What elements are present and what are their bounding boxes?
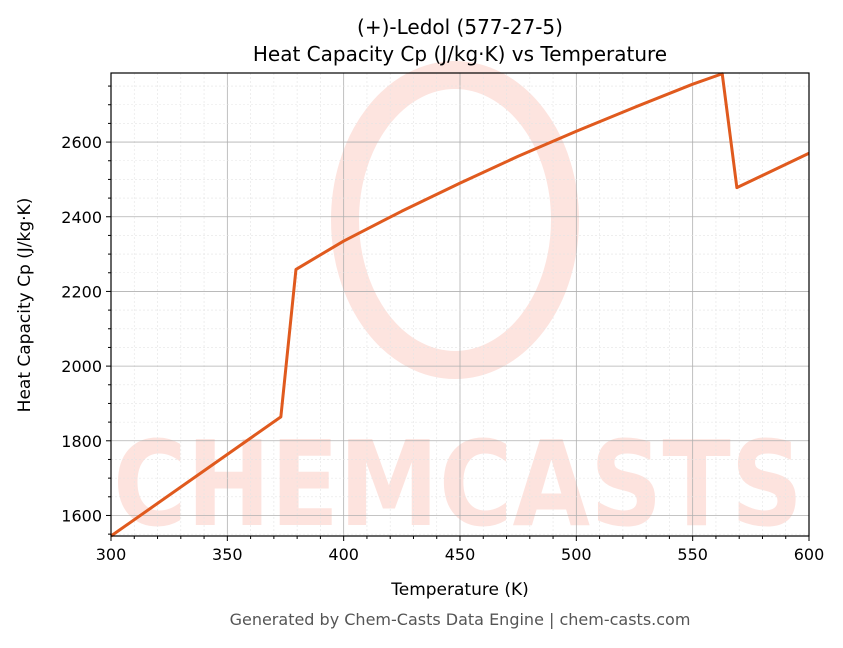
y-tick-label: 2200 xyxy=(61,282,102,301)
x-tick-label: 500 xyxy=(561,545,592,564)
footer: Generated by Chem-Casts Data Engine | ch… xyxy=(230,610,691,629)
chart-subtitle: Heat Capacity Cp (J/kg·K) vs Temperature xyxy=(253,42,667,66)
x-tick-label: 400 xyxy=(328,545,359,564)
watermark-logo: CHEMCASTS xyxy=(113,61,803,553)
y-tick-label: 1800 xyxy=(61,432,102,451)
x-axis-label: Temperature (K) xyxy=(390,580,529,600)
y-tick-label: 2400 xyxy=(61,208,102,227)
x-tick-label: 600 xyxy=(794,545,825,564)
y-axis-label: Heat Capacity Cp (J/kg·K) xyxy=(15,198,35,413)
svg-text:CHEMCASTS: CHEMCASTS xyxy=(113,415,803,553)
x-tick-label: 450 xyxy=(445,545,476,564)
x-tick-label: 350 xyxy=(212,545,243,564)
x-tick-label: 300 xyxy=(96,545,127,564)
chart-title: (+)-Ledol (577-27-5) xyxy=(357,15,563,39)
x-tick-label: 550 xyxy=(677,545,708,564)
y-tick-label: 2000 xyxy=(61,357,102,376)
plot-frame xyxy=(110,72,810,537)
y-tick-label: 2600 xyxy=(61,133,102,152)
series-line xyxy=(110,72,810,538)
y-tick-label: 1600 xyxy=(61,506,102,525)
